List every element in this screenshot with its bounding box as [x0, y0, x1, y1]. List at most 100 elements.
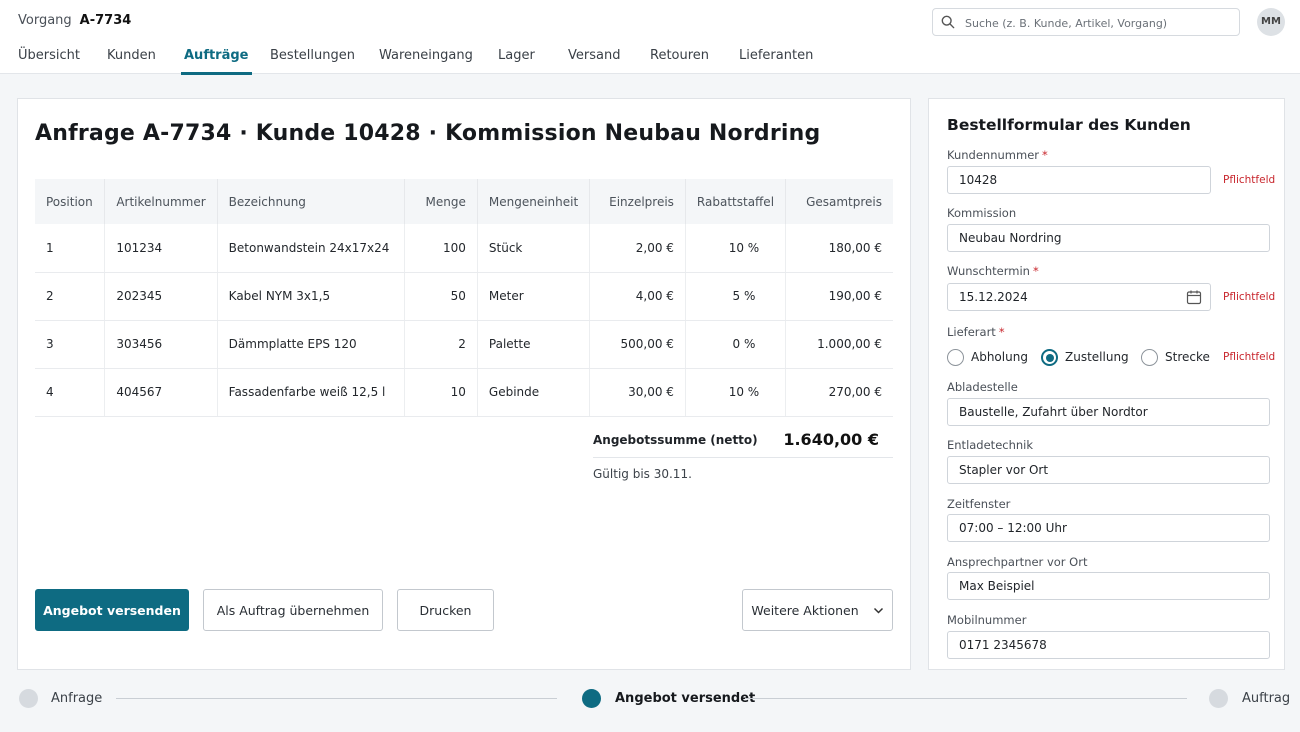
cell-rabattstaffel: 0 % [685, 320, 787, 369]
tab-wareneingang[interactable]: Wareneingang [379, 48, 473, 63]
tab-lager[interactable]: Lager [498, 48, 535, 63]
cell-einzelpreis: 30,00 € [589, 368, 686, 417]
step-label: Anfrage [51, 691, 103, 706]
cell-artikelnummer: 202345 [104, 272, 218, 321]
radio-label: Zustellung [1065, 350, 1129, 364]
cell-bezeichnung: Dämmplatte EPS 120 [217, 320, 405, 369]
cell-position: 4 [35, 368, 106, 417]
form-title: Bestellformular des Kunden [947, 116, 1191, 134]
step-indicator [582, 689, 601, 708]
column-header-rabattstaffel[interactable]: Rabattstaffel [685, 179, 787, 224]
breadcrumb-id: A-7734 [79, 13, 132, 28]
cell-einzelpreis: 2,00 € [589, 224, 686, 273]
cell-menge: 50 [404, 272, 478, 321]
cell-rabattstaffel: 5 % [685, 272, 787, 321]
tab-auftraege[interactable]: Aufträge [181, 48, 251, 75]
cell-mengeneinheit: Meter [477, 272, 591, 321]
send-quote-button[interactable]: Angebot versenden [35, 589, 189, 631]
more-actions-label: Weitere Aktionen [751, 602, 859, 618]
search-icon [941, 15, 955, 29]
tab-bestellungen[interactable]: Bestellungen [270, 48, 355, 63]
radio-circle[interactable] [1141, 349, 1158, 366]
cell-rabattstaffel: 10 % [685, 368, 787, 417]
breadcrumb-label: Vorgang [18, 13, 72, 28]
tab-uebersicht[interactable]: Übersicht [18, 48, 80, 63]
wunschtermin-field[interactable] [947, 283, 1211, 311]
cell-artikelnummer: 303456 [104, 320, 218, 369]
abladestelle-label: Abladestelle [947, 380, 1018, 394]
cell-position: 2 [35, 272, 106, 321]
quote-sum-value: 1.640,00 € [783, 430, 879, 449]
cell-bezeichnung: Fassadenfarbe weiß 12,5 l [217, 368, 405, 417]
radio-abholung[interactable]: Abholung [947, 348, 1028, 368]
radio-circle[interactable] [1041, 349, 1058, 366]
cell-position: 3 [35, 320, 106, 369]
cell-gesamtpreis: 180,00 € [785, 224, 893, 273]
cell-einzelpreis: 500,00 € [589, 320, 686, 369]
cell-mengeneinheit: Stück [477, 224, 591, 273]
cell-mengeneinheit: Gebinde [477, 368, 591, 417]
search-input[interactable] [965, 13, 1233, 33]
breadcrumb: Vorgang A-7734 [18, 13, 131, 28]
cell-einzelpreis: 4,00 € [589, 272, 686, 321]
quote-panel: Anfrage A-7734 · Kunde 10428 · Kommissio… [17, 98, 911, 670]
cell-menge: 100 [404, 224, 478, 273]
user-avatar[interactable]: MM [1257, 8, 1285, 36]
radio-zustellung[interactable]: Zustellung [1041, 348, 1136, 368]
step-indicator [1209, 689, 1228, 708]
cell-position: 1 [35, 224, 106, 273]
tab-kunden[interactable]: Kunden [107, 48, 156, 63]
radio-strecke[interactable]: Strecke [1141, 348, 1211, 368]
kommission-field[interactable] [947, 224, 1270, 252]
lieferart-required-hint: Pflichtfeld [1223, 351, 1276, 363]
entladetechnik-field[interactable] [947, 456, 1270, 484]
calendar-icon[interactable] [1186, 289, 1202, 305]
progress-step-angebot-versendet: Angebot versendet [582, 689, 755, 711]
progress-connector [745, 698, 1187, 699]
abladestelle-field[interactable] [947, 398, 1270, 426]
validity-note: Gültig bis 30.11. [593, 467, 692, 481]
column-header-artikelnummer[interactable]: Artikelnummer [104, 179, 218, 224]
required-marker: * [998, 325, 1005, 339]
zeitfenster-label: Zeitfenster [947, 497, 1011, 511]
convert-to-order-button[interactable]: Als Auftrag übernehmen [203, 589, 383, 631]
table-row[interactable]: 4 404567 Fassadenfarbe weiß 12,5 l 10 Ge… [35, 368, 893, 417]
column-header-gesamtpreis[interactable]: Gesamtpreis [785, 179, 893, 224]
ansprechpartner-label: Ansprechpartner vor Ort [947, 555, 1088, 569]
zeitfenster-field[interactable] [947, 514, 1270, 542]
cell-bezeichnung: Betonwandstein 24x17x24 [217, 224, 405, 273]
cell-rabattstaffel: 10 % [685, 224, 787, 273]
progress-step-anfrage: Anfrage [19, 689, 109, 711]
table-row[interactable]: 2 202345 Kabel NYM 3x1,5 50 Meter 4,00 €… [35, 272, 893, 321]
radio-circle[interactable] [947, 349, 964, 366]
tab-retouren[interactable]: Retouren [650, 48, 710, 63]
column-header-bezeichnung[interactable]: Bezeichnung [217, 179, 405, 224]
cell-bezeichnung: Kabel NYM 3x1,5 [217, 272, 405, 321]
cell-artikelnummer: 101234 [104, 224, 218, 273]
column-header-einzelpreis[interactable]: Einzelpreis [589, 179, 686, 224]
cell-gesamtpreis: 270,00 € [785, 368, 893, 417]
step-label: Auftrag [1242, 691, 1291, 706]
wunschtermin-label: Wunschtermin * [947, 264, 1039, 278]
cell-menge: 2 [404, 320, 478, 369]
progress-step-auftrag: Auftrag [1209, 689, 1291, 711]
mobilnummer-field[interactable] [947, 631, 1270, 659]
sum-divider [593, 457, 893, 458]
customer-order-form: Bestellformular des Kunden Kundennummer *… [928, 98, 1285, 670]
column-header-menge[interactable]: Menge [404, 179, 478, 224]
cell-gesamtpreis: 190,00 € [785, 272, 893, 321]
kundennummer-field[interactable] [947, 166, 1211, 194]
quote-sum-label: Angebotssumme (netto) [593, 433, 758, 447]
more-actions-button[interactable]: Weitere Aktionen [742, 589, 893, 631]
tab-versand[interactable]: Versand [568, 48, 621, 63]
print-button[interactable]: Drucken [397, 589, 494, 631]
tab-lieferanten[interactable]: Lieferanten [739, 48, 814, 63]
column-header-position[interactable]: Position [35, 179, 106, 224]
table-row[interactable]: 1 101234 Betonwandstein 24x17x24 100 Stü… [35, 224, 893, 273]
column-header-mengeneinheit[interactable]: Mengeneinheit [477, 179, 591, 224]
line-items-table: Position Artikelnummer Bezeichnung Menge… [35, 179, 893, 417]
required-marker: * [1032, 264, 1039, 278]
ansprechpartner-field[interactable] [947, 572, 1270, 600]
progress-connector [116, 698, 557, 699]
table-row[interactable]: 3 303456 Dämmplatte EPS 120 2 Palette 50… [35, 320, 893, 369]
